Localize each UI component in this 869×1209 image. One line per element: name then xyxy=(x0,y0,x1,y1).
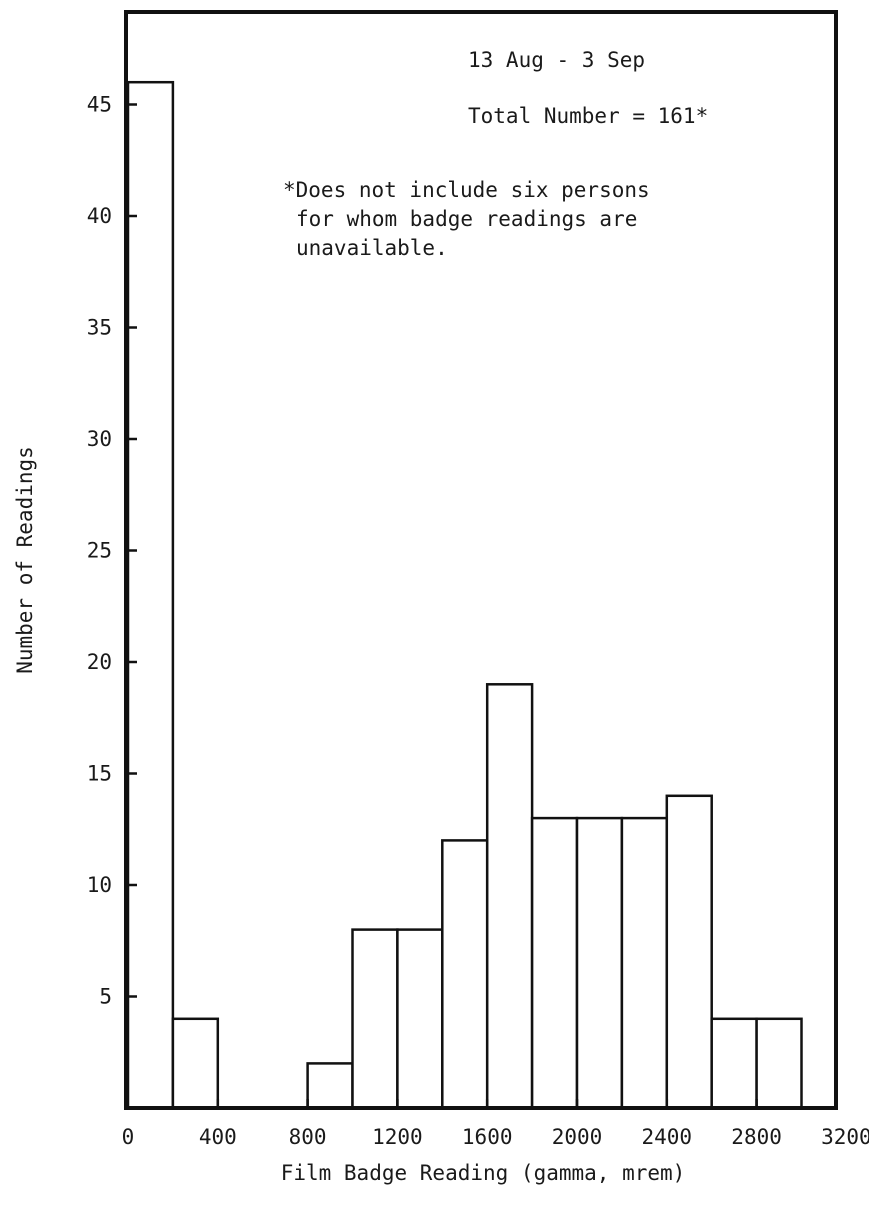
bar-800-1000 xyxy=(306,1062,354,1110)
y-tick-label-15: 15 xyxy=(87,762,112,786)
annotation-footnote-line-1: *Does not include six persons xyxy=(283,178,650,202)
x-tick-label-1200: 1200 xyxy=(372,1125,423,1149)
bar-1800-2000 xyxy=(530,816,579,1110)
bar-1000-1200 xyxy=(351,928,399,1110)
plot-frame xyxy=(124,10,838,1110)
bar-2200-2400 xyxy=(620,816,669,1110)
x-tick-label-2000: 2000 xyxy=(552,1125,603,1149)
bar-2000-2200 xyxy=(575,816,624,1110)
x-tick-label-800: 800 xyxy=(289,1125,327,1149)
bar-0-200 xyxy=(126,80,175,1110)
y-tick-label-45: 45 xyxy=(87,93,112,117)
bar-2600-2800 xyxy=(710,1017,758,1110)
bar-2400-2600 xyxy=(665,794,713,1110)
bar-1400-1600 xyxy=(441,839,489,1110)
y-tick-label-30: 30 xyxy=(87,427,112,451)
y-axis-title: Number of Readings xyxy=(13,446,37,674)
x-tick-label-1600: 1600 xyxy=(462,1125,513,1149)
y-tick-label-10: 10 xyxy=(87,873,112,897)
x-tick-label-400: 400 xyxy=(199,1125,237,1149)
x-tick-label-3200: 3200 xyxy=(821,1125,869,1149)
x-tick-label-0: 0 xyxy=(122,1125,135,1149)
bar-1200-1400 xyxy=(396,928,444,1110)
bars-group xyxy=(126,80,803,1110)
x-tick-label-2400: 2400 xyxy=(642,1125,693,1149)
y-tick-label-25: 25 xyxy=(87,539,112,563)
ticks-group: 5 10 15 20 25 30 35 40 45 0 400 800 1200 1600 2000 2400… xyxy=(87,93,869,1150)
x-axis-title: Film Badge Reading (gamma, mrem) xyxy=(281,1161,686,1185)
bar-1600-1800 xyxy=(485,683,534,1110)
annotation-footnote-line-2: for whom badge readings are xyxy=(296,207,637,231)
x-tick-label-2800: 2800 xyxy=(731,1125,782,1149)
bar-200-400 xyxy=(171,1017,220,1110)
bar-2800-3000 xyxy=(755,1017,803,1110)
y-tick-label-40: 40 xyxy=(87,204,112,228)
annotation-total-number: Total Number = 161* xyxy=(468,104,708,128)
annotation-footnote-line-3: unavailable. xyxy=(296,236,448,260)
y-tick-label-35: 35 xyxy=(87,316,112,340)
annotation-date-range: 13 Aug - 3 Sep xyxy=(468,48,645,72)
y-tick-label-5: 5 xyxy=(99,985,112,1009)
y-tick-label-20: 20 xyxy=(87,650,112,674)
